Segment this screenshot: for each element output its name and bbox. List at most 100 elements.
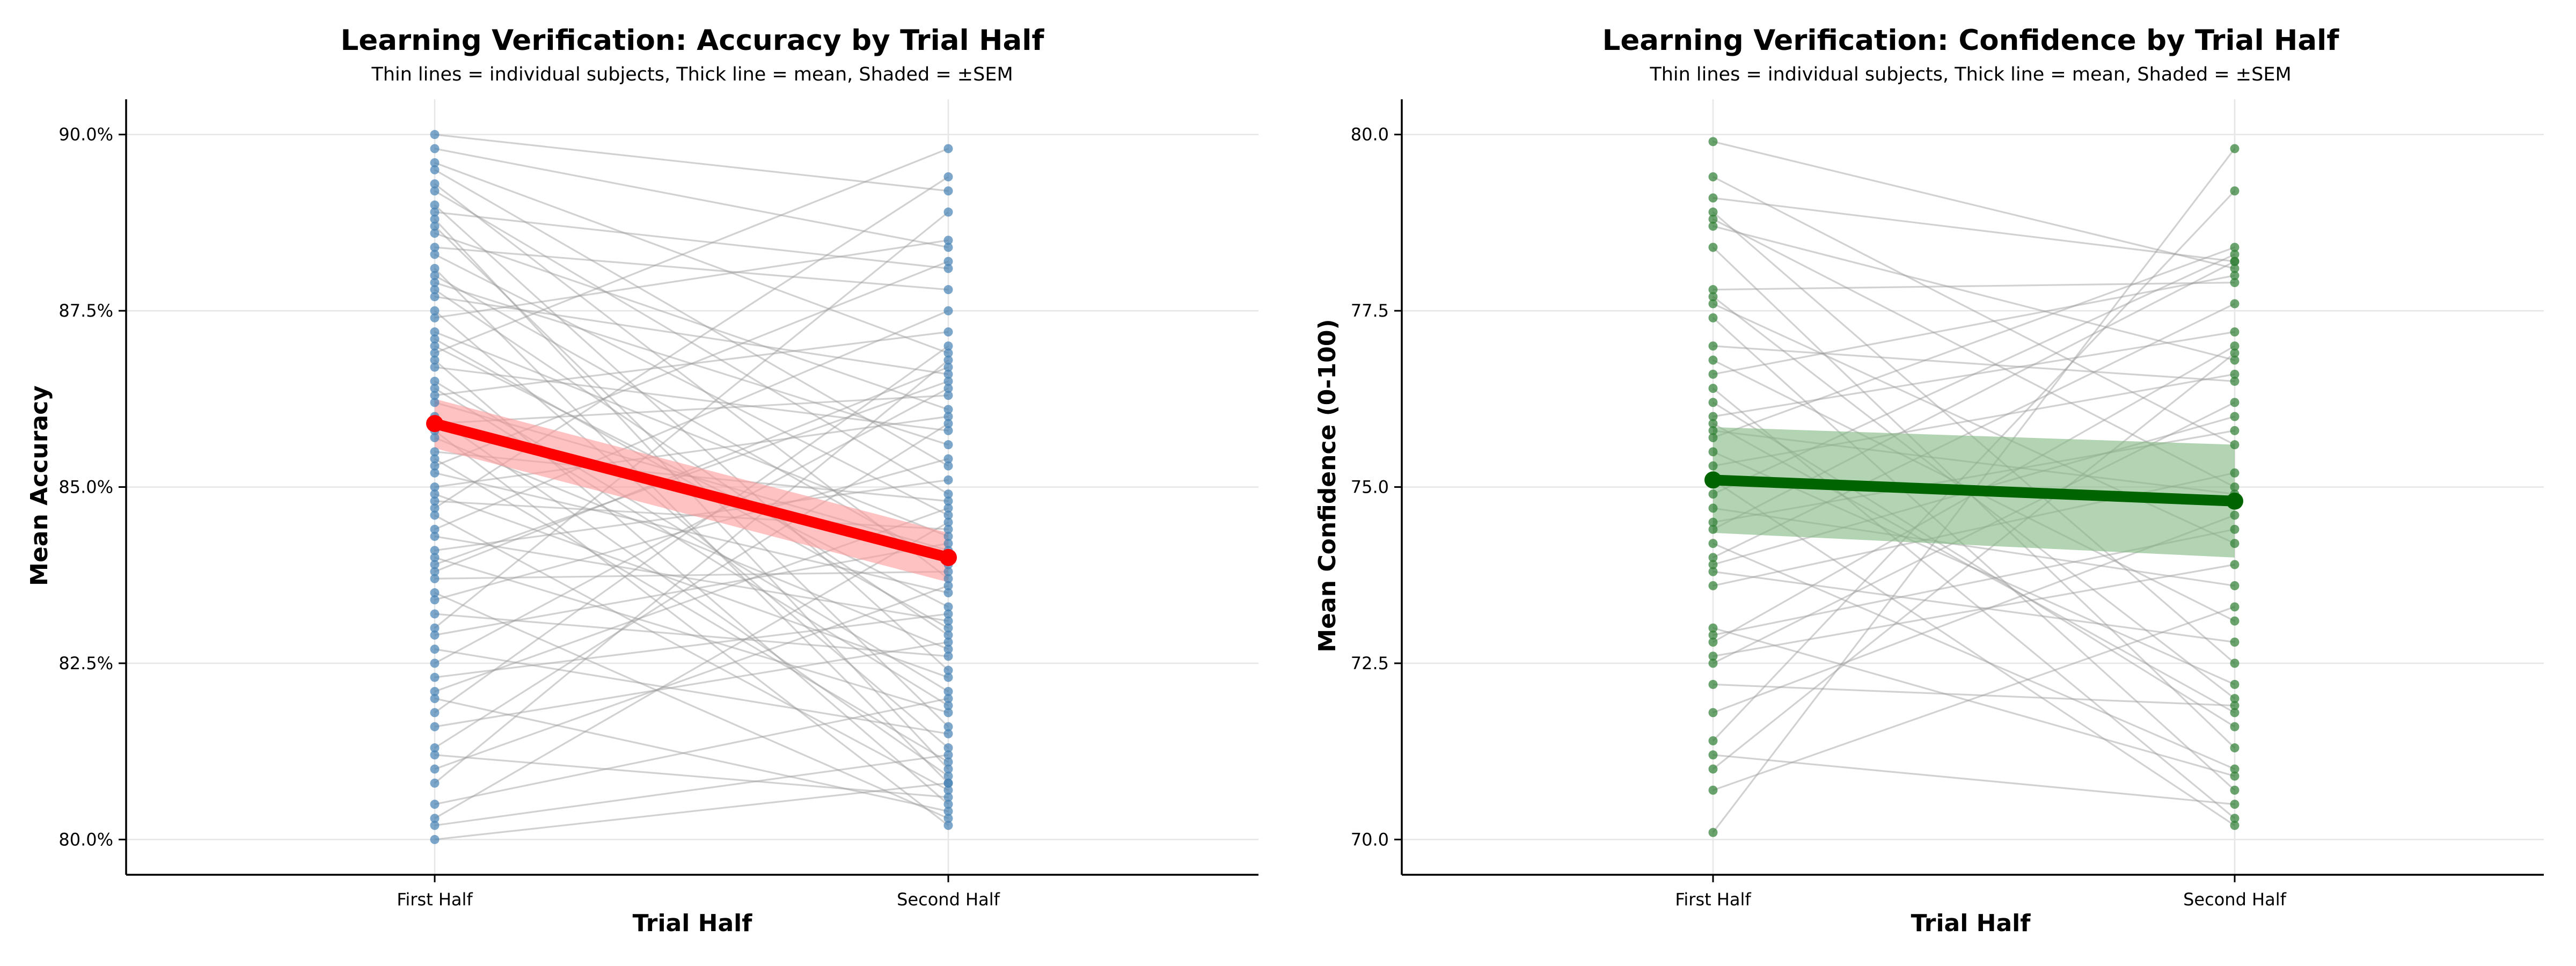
subject-point bbox=[430, 694, 440, 704]
subject-point bbox=[943, 327, 953, 336]
subject-point bbox=[943, 574, 953, 583]
subject-point bbox=[943, 517, 953, 527]
subject-point bbox=[430, 510, 440, 520]
x-tick-label: Second Half bbox=[897, 889, 1000, 910]
subject-line bbox=[434, 422, 949, 749]
subject-point bbox=[430, 278, 440, 288]
subject-point bbox=[430, 179, 440, 189]
mean-point bbox=[426, 415, 443, 433]
subject-point bbox=[2230, 243, 2240, 252]
chart-subtitle: Thin lines = individual subjects, Thick … bbox=[1649, 64, 2291, 85]
subject-point bbox=[943, 701, 953, 711]
subject-point bbox=[2230, 327, 2240, 336]
subject-point bbox=[2230, 426, 2240, 435]
subject-point bbox=[2230, 602, 2240, 612]
subject-point bbox=[943, 722, 953, 731]
subject-line bbox=[1713, 479, 2235, 826]
y-tick-label: 75.0 bbox=[1351, 477, 1389, 497]
subject-point bbox=[1708, 764, 1718, 774]
subject-point bbox=[1708, 736, 1718, 745]
subject-point bbox=[2230, 341, 2240, 351]
x-axis-ticks: First Half Second Half bbox=[1675, 875, 2287, 910]
subject-point bbox=[430, 750, 440, 760]
subject-point bbox=[1708, 172, 1718, 181]
y-tick-label: 90.0% bbox=[58, 125, 113, 145]
subject-point bbox=[1708, 285, 1718, 295]
subject-point bbox=[2230, 743, 2240, 753]
subject-line bbox=[1713, 197, 2235, 262]
subject-point bbox=[2230, 821, 2240, 830]
subject-point bbox=[943, 539, 953, 548]
subject-point bbox=[1708, 243, 1718, 252]
subject-line bbox=[434, 289, 949, 636]
subject-line bbox=[1713, 564, 2235, 657]
subject-point bbox=[2230, 814, 2240, 823]
subject-line bbox=[434, 268, 949, 784]
subject-point bbox=[430, 814, 440, 823]
subject-line bbox=[434, 366, 949, 431]
subject-point bbox=[943, 743, 953, 753]
subject-point bbox=[430, 835, 440, 844]
subject-point bbox=[1708, 292, 1718, 302]
subject-point bbox=[2230, 722, 2240, 731]
subject-line bbox=[434, 698, 949, 806]
subject-point bbox=[943, 588, 953, 598]
subject-line bbox=[434, 345, 949, 714]
subject-point bbox=[1708, 193, 1718, 203]
mean-point bbox=[1704, 471, 1722, 489]
subject-point bbox=[430, 327, 440, 336]
subject-point bbox=[430, 468, 440, 478]
subject-point bbox=[430, 355, 440, 365]
subject-point bbox=[430, 391, 440, 400]
subject-point bbox=[2230, 560, 2240, 569]
chart-subtitle: Thin lines = individual subjects, Thick … bbox=[371, 64, 1013, 85]
subject-point bbox=[1708, 630, 1718, 640]
subject-point bbox=[943, 236, 953, 245]
subject-point bbox=[430, 524, 440, 534]
subject-line bbox=[434, 698, 949, 813]
subject-point bbox=[430, 334, 440, 344]
y-tick-label: 70.0 bbox=[1351, 829, 1389, 850]
subject-point bbox=[430, 588, 440, 598]
subject-line bbox=[434, 437, 949, 650]
subject-point bbox=[430, 778, 440, 788]
y-tick-label: 82.5% bbox=[58, 653, 113, 674]
subject-points bbox=[1708, 137, 2240, 837]
x-tick-label: First Half bbox=[397, 889, 473, 910]
subject-point bbox=[943, 821, 953, 830]
subject-point bbox=[943, 306, 953, 316]
subject-point bbox=[1708, 461, 1718, 471]
subject-point bbox=[430, 686, 440, 696]
subject-point bbox=[943, 665, 953, 675]
subject-point bbox=[2230, 186, 2240, 196]
subject-point bbox=[430, 313, 440, 323]
subject-point bbox=[943, 814, 953, 823]
y-axis-label: Mean Accuracy bbox=[26, 385, 53, 586]
subject-point bbox=[1708, 355, 1718, 365]
subject-line bbox=[434, 584, 949, 770]
subject-point bbox=[1708, 412, 1718, 421]
subject-point bbox=[430, 376, 440, 386]
subject-point bbox=[943, 771, 953, 781]
subject-point bbox=[943, 341, 953, 351]
subject-point bbox=[1708, 207, 1718, 217]
subject-point bbox=[2230, 468, 2240, 478]
subject-point bbox=[2230, 257, 2240, 266]
subject-line bbox=[1713, 352, 2235, 770]
subject-point bbox=[943, 391, 953, 400]
subject-line bbox=[434, 430, 949, 826]
subject-point bbox=[430, 595, 440, 605]
subject-point bbox=[1708, 679, 1718, 689]
subject-point bbox=[430, 384, 440, 393]
mean-line bbox=[426, 415, 957, 566]
subject-point bbox=[943, 264, 953, 273]
subject-point bbox=[1708, 828, 1718, 837]
subject-line bbox=[1713, 606, 2235, 791]
subject-point bbox=[430, 285, 440, 295]
y-axis-ticks: 70.0 72.5 75.0 77.5 80.0 bbox=[1351, 125, 1402, 850]
subject-line bbox=[434, 458, 949, 763]
subject-line bbox=[434, 514, 949, 791]
subject-line bbox=[1713, 141, 2235, 269]
subject-point bbox=[943, 419, 953, 428]
subject-point bbox=[430, 250, 440, 259]
